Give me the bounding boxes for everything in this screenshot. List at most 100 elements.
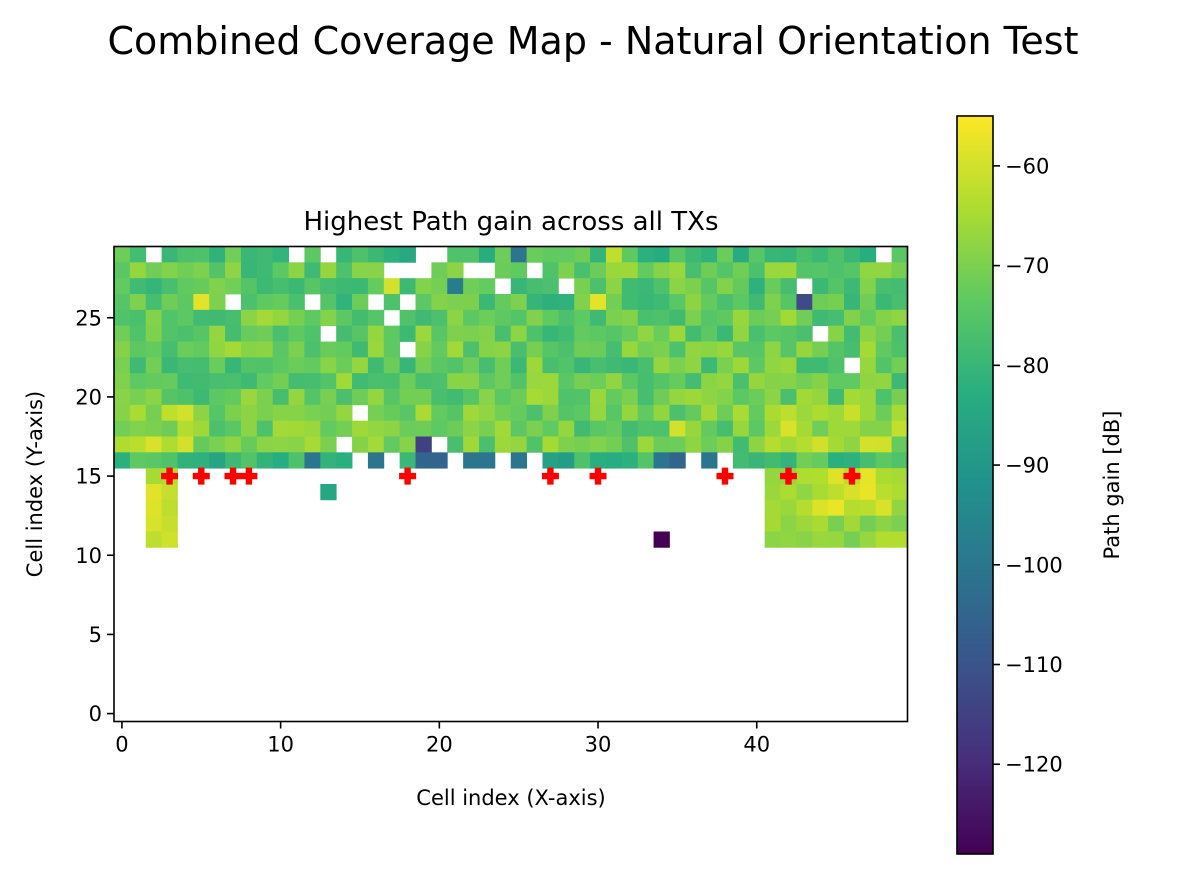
heatmap-cell [463, 246, 480, 263]
heatmap-cell [145, 262, 163, 279]
heatmap-cell [764, 515, 781, 532]
heatmap-cell [415, 309, 432, 327]
heatmap-cell [256, 294, 274, 311]
heatmap-cell [796, 325, 813, 342]
heatmap-cell [272, 341, 289, 358]
heatmap-cell [764, 484, 781, 501]
heatmap-cell [240, 389, 258, 406]
heatmap-cell [780, 262, 797, 279]
heatmap-cell [558, 389, 575, 406]
heatmap-cell [209, 294, 226, 311]
heatmap-cell [669, 357, 686, 374]
heatmap-cell [256, 262, 274, 279]
heatmap-cell [621, 325, 639, 342]
heatmap-cell [240, 341, 258, 358]
heatmap-cell [590, 420, 607, 437]
heatmap-cell [177, 436, 194, 453]
heatmap-cell [526, 246, 543, 263]
heatmap-cell [812, 341, 829, 358]
heatmap-cell [399, 404, 416, 422]
heatmap-cell [621, 246, 639, 263]
heatmap-cell [844, 373, 861, 390]
heatmap-cell [574, 325, 591, 342]
heatmap-cell [875, 278, 893, 295]
heatmap-cell [320, 436, 337, 453]
heatmap-cell [732, 420, 750, 437]
heatmap-cell [859, 484, 877, 501]
heatmap-cell [240, 278, 258, 295]
heatmap-cell [685, 404, 702, 422]
heatmap-cell [336, 420, 353, 437]
heatmap-cell [161, 325, 178, 342]
heatmap-cell [479, 325, 496, 342]
colorbar-tick-label: −120 [1005, 753, 1063, 777]
heatmap-cell [605, 262, 623, 279]
heatmap-cell [240, 357, 258, 374]
heatmap-cell [891, 420, 908, 437]
heatmap-cell [780, 484, 797, 501]
heatmap-cell [494, 325, 512, 342]
heatmap-cell [479, 246, 496, 263]
heatmap-cell [463, 389, 480, 406]
heatmap-cell [748, 357, 766, 374]
heatmap-cell [780, 436, 797, 453]
heatmap-cell [177, 404, 194, 422]
heatmap-cell [653, 531, 670, 548]
heatmap-cell [352, 309, 369, 327]
heatmap-cell [780, 325, 797, 342]
heatmap-cell [367, 452, 385, 469]
heatmap-cell [447, 404, 464, 422]
heatmap-cell [732, 404, 750, 422]
heatmap-cell [669, 246, 686, 263]
heatmap-cell [891, 499, 908, 517]
heatmap-cell [605, 420, 623, 437]
heatmap-cell [875, 309, 893, 327]
heatmap-cell [574, 420, 591, 437]
heatmap-cell [764, 389, 781, 406]
heatmap-cell [399, 389, 416, 406]
heatmap-cell [177, 341, 194, 358]
heatmap-cell [891, 484, 908, 501]
heatmap-cell [129, 389, 147, 406]
heatmap-cell [574, 373, 591, 390]
heatmap-cell [717, 420, 734, 437]
heatmap-cell [748, 452, 766, 469]
heatmap-cell [796, 357, 813, 374]
heatmap-cell [796, 515, 813, 532]
heatmap-cell [828, 404, 845, 422]
transmitter-marker [541, 467, 559, 485]
heatmap-cell [336, 357, 353, 374]
heatmap-cell [272, 404, 289, 422]
heatmap-cell [542, 452, 559, 469]
heatmap-cell [494, 294, 512, 311]
heatmap-cell [875, 515, 893, 532]
heatmap-cell [621, 452, 639, 469]
heatmap-cell [542, 341, 559, 358]
heatmap-cell [859, 436, 877, 453]
heatmap-cell [240, 246, 258, 263]
heatmap-cell [701, 262, 718, 279]
transmitter-marker [161, 467, 179, 485]
heatmap-cell [320, 452, 337, 469]
heatmap-cell [129, 357, 147, 374]
heatmap-cell [732, 452, 750, 469]
heatmap-cell [145, 309, 163, 327]
heatmap-cell [383, 246, 401, 263]
heatmap-cell [859, 531, 877, 548]
heatmap-cell [479, 357, 496, 374]
heatmap-cell [590, 357, 607, 374]
x-axis: 0 10 20 30 40 [115, 721, 770, 757]
heatmap-cell [367, 357, 385, 374]
heatmap-cell [669, 404, 686, 422]
heatmap-cell [637, 262, 654, 279]
heatmap-cell [209, 341, 226, 358]
heatmap-cell [415, 420, 432, 437]
heatmap-cell [669, 436, 686, 453]
heatmap-cell [637, 357, 654, 374]
heatmap-cell [748, 389, 766, 406]
heatmap-cell [304, 452, 321, 469]
heatmap-cell [161, 294, 178, 311]
heatmap-cell [479, 341, 496, 358]
heatmap-cell [526, 420, 543, 437]
heatmap-cell [859, 420, 877, 437]
